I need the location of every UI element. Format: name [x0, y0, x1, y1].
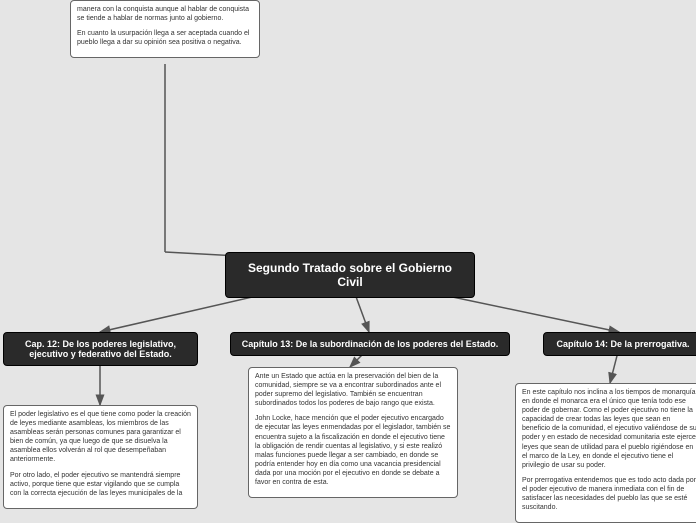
top-note-box: manera con la conquista aunque al hablar…	[70, 0, 260, 58]
root-label: Segundo Tratado sobre el Gobierno Civil	[248, 261, 452, 289]
detail-box-1: Ante un Estado que actúa en la preservac…	[248, 367, 458, 498]
note-paragraph: En cuanto la usurpación llega a ser acep…	[77, 29, 253, 47]
chapter-node-2: Capítulo 14: De la prerrogativa.	[543, 332, 696, 356]
detail-paragraph: Por prerrogativa entendemos que es todo …	[522, 476, 696, 512]
root-node: Segundo Tratado sobre el Gobierno Civil	[225, 252, 475, 298]
chapter-node-0: Cap. 12: De los poderes legislativo, eje…	[3, 332, 198, 366]
detail-paragraph: Ante un Estado que actúa en la preservac…	[255, 372, 451, 408]
detail-paragraph: Por otro lado, el poder ejecutivo se man…	[10, 471, 191, 498]
detail-paragraph: El poder legislativo es el que tiene com…	[10, 410, 191, 465]
detail-paragraph: John Locke, hace mención que el poder ej…	[255, 414, 451, 487]
note-paragraph: manera con la conquista aunque al hablar…	[77, 5, 253, 23]
detail-box-0: El poder legislativo es el que tiene com…	[3, 405, 198, 509]
detail-box-2: En este capítulo nos inclina a los tiemp…	[515, 383, 696, 523]
chapter-node-1: Capítulo 13: De la subordinación de los …	[230, 332, 510, 356]
detail-paragraph: En este capítulo nos inclina a los tiemp…	[522, 388, 696, 470]
